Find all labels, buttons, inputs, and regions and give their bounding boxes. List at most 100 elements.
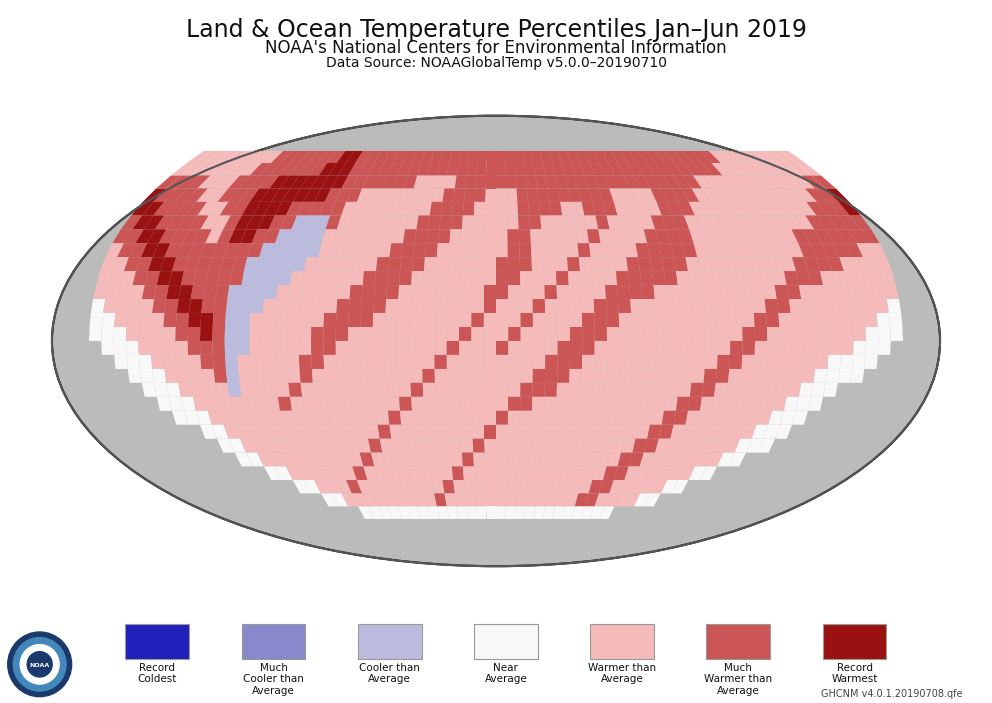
- Polygon shape: [507, 202, 518, 216]
- Polygon shape: [348, 355, 361, 369]
- Polygon shape: [654, 176, 671, 188]
- Polygon shape: [439, 453, 451, 466]
- Polygon shape: [388, 506, 403, 519]
- Polygon shape: [288, 369, 301, 383]
- Polygon shape: [280, 216, 297, 229]
- Polygon shape: [856, 271, 872, 285]
- Polygon shape: [151, 341, 164, 355]
- Polygon shape: [728, 369, 742, 383]
- Polygon shape: [520, 285, 533, 299]
- Polygon shape: [208, 411, 223, 425]
- Polygon shape: [234, 216, 253, 229]
- Polygon shape: [114, 355, 128, 369]
- Polygon shape: [689, 285, 703, 299]
- Polygon shape: [466, 163, 477, 176]
- Polygon shape: [580, 383, 593, 396]
- Polygon shape: [706, 453, 723, 466]
- Polygon shape: [644, 313, 656, 327]
- Polygon shape: [250, 188, 270, 202]
- Polygon shape: [545, 299, 558, 313]
- Polygon shape: [792, 229, 809, 243]
- Polygon shape: [454, 176, 466, 188]
- Polygon shape: [568, 188, 581, 202]
- Polygon shape: [630, 188, 646, 202]
- Polygon shape: [386, 299, 399, 313]
- Polygon shape: [417, 453, 430, 466]
- Polygon shape: [674, 411, 688, 425]
- Polygon shape: [655, 369, 668, 383]
- Polygon shape: [328, 257, 342, 271]
- Polygon shape: [164, 188, 187, 202]
- Polygon shape: [681, 355, 693, 369]
- Polygon shape: [425, 425, 437, 439]
- Polygon shape: [524, 506, 536, 519]
- Polygon shape: [728, 453, 746, 466]
- Polygon shape: [234, 453, 253, 466]
- Polygon shape: [271, 188, 290, 202]
- Polygon shape: [678, 466, 695, 480]
- Polygon shape: [558, 151, 571, 163]
- Polygon shape: [449, 151, 460, 163]
- Polygon shape: [196, 151, 221, 163]
- Polygon shape: [303, 453, 319, 466]
- Polygon shape: [496, 494, 506, 506]
- Polygon shape: [465, 494, 476, 506]
- Polygon shape: [496, 202, 507, 216]
- Polygon shape: [264, 383, 278, 396]
- Polygon shape: [514, 151, 524, 163]
- Polygon shape: [564, 229, 577, 243]
- Polygon shape: [777, 369, 791, 383]
- Polygon shape: [382, 453, 397, 466]
- Polygon shape: [837, 229, 856, 243]
- Polygon shape: [556, 494, 568, 506]
- Polygon shape: [413, 425, 427, 439]
- Polygon shape: [330, 243, 345, 257]
- Polygon shape: [764, 188, 785, 202]
- Polygon shape: [629, 383, 643, 396]
- Polygon shape: [764, 425, 780, 439]
- Polygon shape: [496, 313, 508, 327]
- Polygon shape: [228, 439, 246, 453]
- Polygon shape: [717, 313, 730, 327]
- Polygon shape: [805, 188, 828, 202]
- Polygon shape: [705, 425, 721, 439]
- Polygon shape: [775, 383, 789, 396]
- Polygon shape: [287, 313, 300, 327]
- Polygon shape: [811, 383, 825, 396]
- Polygon shape: [773, 216, 792, 229]
- Polygon shape: [595, 216, 610, 229]
- Polygon shape: [275, 466, 293, 480]
- Polygon shape: [704, 313, 717, 327]
- Polygon shape: [780, 151, 806, 163]
- Polygon shape: [740, 369, 754, 383]
- Polygon shape: [188, 313, 201, 327]
- Polygon shape: [683, 163, 703, 176]
- Polygon shape: [618, 299, 631, 313]
- Polygon shape: [378, 480, 393, 494]
- Polygon shape: [176, 341, 188, 355]
- Polygon shape: [205, 151, 230, 163]
- Polygon shape: [410, 327, 423, 341]
- Polygon shape: [264, 229, 280, 243]
- Polygon shape: [496, 480, 507, 494]
- Polygon shape: [590, 257, 604, 271]
- Polygon shape: [878, 341, 891, 355]
- Polygon shape: [484, 341, 496, 355]
- Polygon shape: [496, 453, 507, 466]
- Polygon shape: [133, 271, 148, 285]
- Polygon shape: [101, 341, 114, 355]
- Polygon shape: [716, 299, 729, 313]
- Polygon shape: [802, 299, 815, 313]
- Polygon shape: [193, 396, 208, 411]
- Polygon shape: [212, 341, 225, 355]
- Polygon shape: [287, 327, 299, 341]
- Polygon shape: [220, 257, 235, 271]
- Polygon shape: [93, 285, 108, 299]
- Polygon shape: [275, 202, 293, 216]
- Polygon shape: [600, 425, 614, 439]
- Polygon shape: [496, 466, 507, 480]
- FancyBboxPatch shape: [125, 624, 189, 659]
- Polygon shape: [177, 176, 200, 188]
- Polygon shape: [446, 506, 458, 519]
- Polygon shape: [183, 229, 200, 243]
